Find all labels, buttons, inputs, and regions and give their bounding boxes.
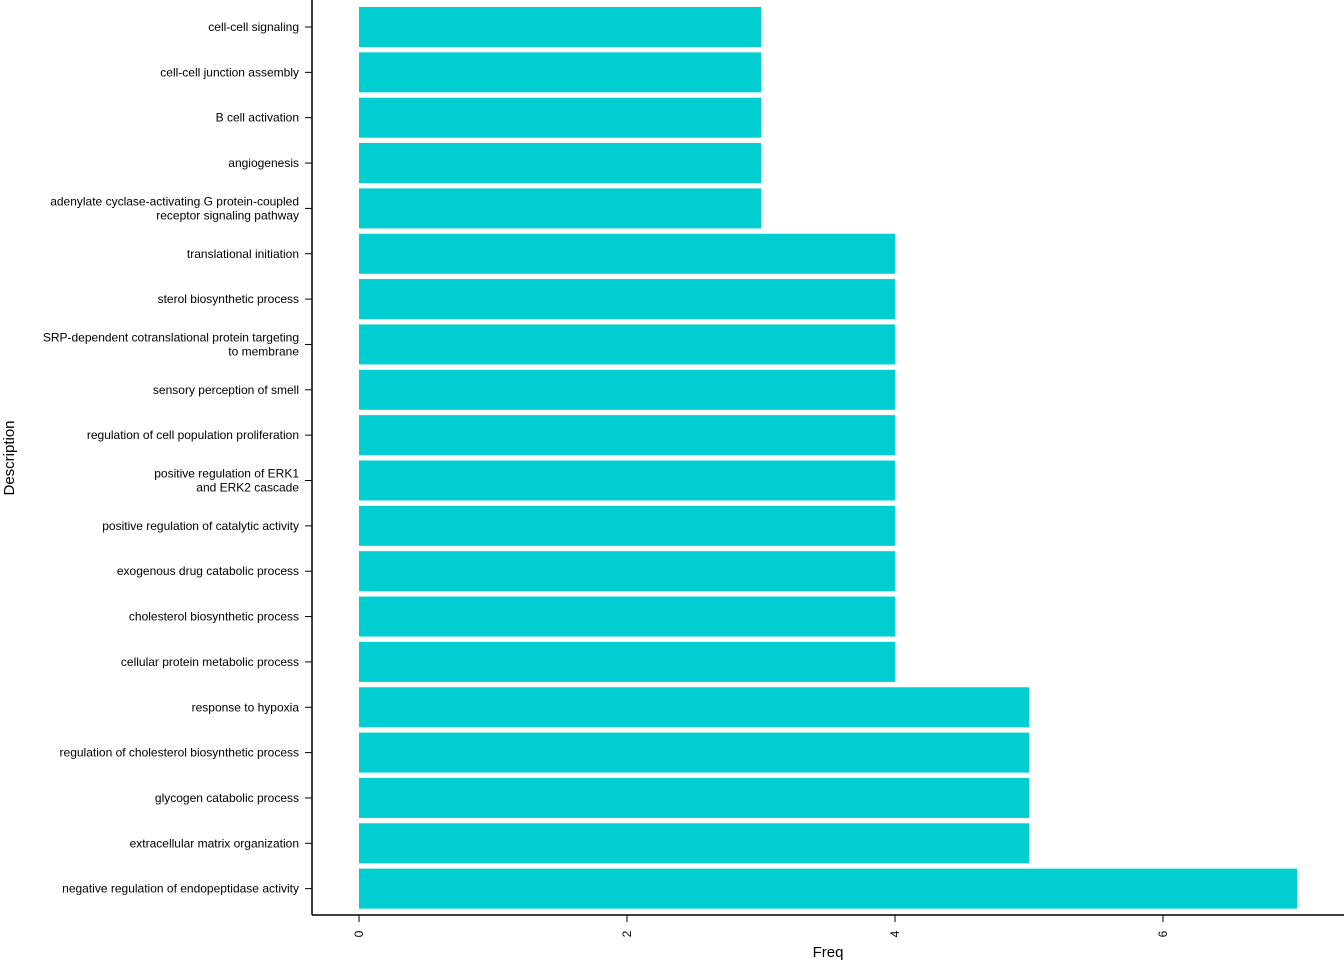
bar	[359, 279, 895, 320]
bar	[359, 460, 895, 501]
category-axis: cell-cell signaling cell-cell junction as…	[43, 20, 312, 896]
bar	[359, 641, 895, 682]
bar	[359, 233, 895, 274]
bars-group	[359, 7, 1297, 909]
category-label: regulation of cholesterol biosynthetic p…	[60, 746, 299, 760]
category-label: positive regulation of catalytic activit…	[102, 519, 299, 533]
y-axis-title: Description	[1, 420, 18, 495]
bar	[359, 415, 895, 456]
bar	[359, 505, 895, 546]
value-tick-label: 2	[620, 930, 634, 937]
bar	[359, 7, 761, 47]
category-label: cellular protein metabolic process	[121, 655, 299, 669]
category-label: SRP-dependent cotranslational protein ta…	[43, 330, 299, 358]
category-label: cholesterol biosynthetic process	[129, 610, 299, 624]
bar	[359, 52, 761, 93]
category-label: B cell activation	[216, 111, 299, 125]
category-label: extracellular matrix organization	[130, 836, 299, 850]
x-axis-title: Freq	[813, 944, 844, 960]
bar	[359, 369, 895, 410]
category-label: translational initiation	[187, 247, 299, 261]
category-label: negative regulation of endopeptidase act…	[62, 882, 299, 896]
value-tick-label: 6	[1156, 930, 1170, 937]
category-label: angiogenesis	[228, 156, 299, 170]
category-label: exogenous drug catabolic process	[117, 564, 299, 578]
bar	[359, 97, 761, 138]
category-label: cell-cell signaling	[208, 20, 299, 34]
bar	[359, 777, 1029, 818]
bar	[359, 868, 1297, 909]
bar	[359, 596, 895, 637]
category-label: sensory perception of smell	[153, 383, 299, 397]
category-label: response to hypoxia	[192, 700, 300, 714]
value-tick-label: 4	[888, 930, 902, 937]
bar	[359, 551, 895, 592]
bar	[359, 687, 1029, 728]
bar	[359, 143, 761, 184]
category-label: adenylate cyclase-activating G protein-c…	[50, 194, 299, 222]
value-axis: 0 2 4 6	[352, 915, 1170, 937]
bar	[359, 823, 1029, 864]
bar	[359, 188, 761, 229]
category-label: regulation of cell population proliferat…	[87, 428, 299, 442]
category-label: sterol biosynthetic process	[158, 292, 299, 306]
category-label: glycogen catabolic process	[155, 791, 299, 805]
category-label: positive regulation of ERK1 and ERK2 casc…	[154, 467, 299, 495]
bar	[359, 324, 895, 365]
category-label: cell-cell junction assembly	[160, 65, 299, 79]
value-tick-label: 0	[352, 930, 366, 937]
bar	[359, 732, 1029, 773]
